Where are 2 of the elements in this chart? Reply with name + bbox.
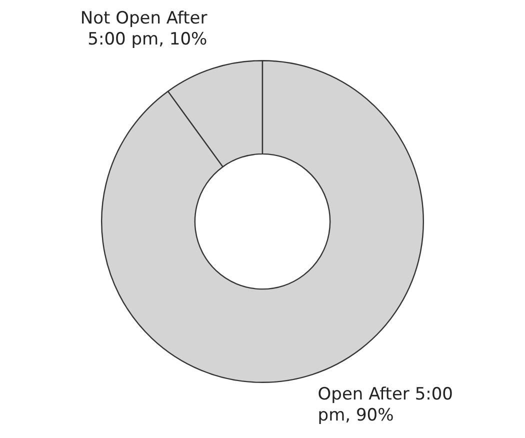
slice-label: Open After 5:00 pm, 90% [318,384,453,426]
slice-label: Not Open After 5:00 pm, 10% [80,8,208,50]
